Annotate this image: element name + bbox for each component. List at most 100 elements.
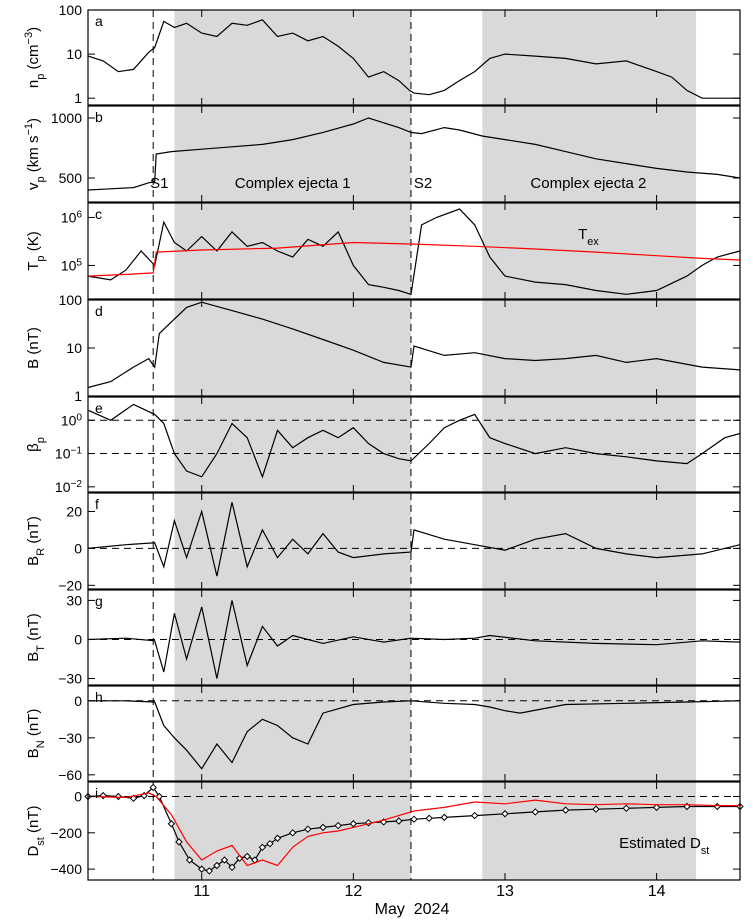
data-point-marker: [149, 783, 157, 792]
series-line: [87, 502, 741, 577]
y-tick-label: 30: [66, 592, 82, 608]
y-tick-label: −20: [58, 577, 82, 593]
chart-annotation: S2: [414, 175, 432, 192]
data-point-marker: [205, 867, 214, 875]
data-point-marker: [470, 811, 479, 820]
series-line: [87, 117, 741, 191]
data-point-marker: [531, 808, 540, 816]
data-point-marker: [114, 792, 123, 801]
y-axis-label: Tp (K): [25, 231, 47, 270]
y-tick-label: 1: [74, 90, 82, 106]
ejecta-shading: [482, 106, 697, 202]
data-point-marker: [319, 823, 327, 832]
ejecta-shading: [482, 590, 697, 685]
x-axis-label: May 2024: [375, 901, 450, 918]
ejecta-shading: [482, 203, 697, 299]
panel-letter: g: [95, 593, 103, 609]
series-line: [87, 786, 740, 872]
series-line: [87, 208, 741, 296]
panel-letter: b: [95, 109, 103, 125]
data-point-marker: [167, 820, 176, 828]
x-tick-label: 13: [496, 883, 514, 900]
y-tick-label: −200: [50, 825, 82, 841]
data-point-marker: [334, 821, 342, 830]
panel-frame: [87, 492, 741, 590]
y-tick-label: 0: [74, 540, 82, 556]
ejecta-shading: [174, 300, 411, 396]
y-tick-label: 10: [66, 46, 82, 62]
data-point-marker: [99, 791, 107, 800]
y-tick-label: 1000: [51, 110, 82, 126]
ejecta-shading: [174, 590, 411, 685]
ejecta-shading: [174, 10, 411, 105]
panel-f: [87, 492, 741, 590]
panel-frame: [87, 105, 741, 203]
panel-letter: i: [95, 785, 98, 801]
series-line: [87, 792, 740, 867]
series-line: [87, 301, 741, 389]
y-tick-label: 106: [61, 209, 83, 226]
y-axis-label: BR (nT): [25, 516, 47, 566]
data-point-marker: [155, 792, 163, 801]
chart-annotation: Tex: [578, 226, 599, 248]
data-point-marker: [349, 820, 358, 828]
panel-b: [87, 105, 741, 203]
panel-e: [87, 396, 741, 493]
data-point-marker: [501, 810, 509, 818]
y-tick-label: 0: [74, 693, 82, 709]
y-axis-label: BN (nT): [25, 709, 47, 759]
y-axis-label: βp: [25, 437, 47, 452]
chart-annotation: Complex ejecta 1: [235, 175, 351, 192]
chart-annotation: S1: [150, 175, 168, 192]
panel-letter: c: [95, 206, 102, 222]
panel-g: [87, 589, 741, 686]
panel-a: [87, 9, 741, 106]
y-tick-label: 500: [59, 170, 83, 186]
data-point-marker: [410, 815, 418, 823]
y-tick-label: −30: [58, 730, 82, 746]
y-tick-label: 10: [66, 340, 82, 356]
panel-letter: f: [95, 496, 99, 512]
y-axis-label: vp (km s−1): [23, 118, 47, 190]
series-line: [87, 19, 740, 99]
x-tick-label: 12: [344, 883, 362, 900]
ejecta-shading: [174, 493, 411, 589]
panel-frame: [87, 781, 741, 881]
panel-c: [87, 202, 741, 300]
data-point-marker: [273, 834, 282, 842]
series-line: [87, 403, 741, 479]
data-point-marker: [175, 838, 183, 846]
panel-d: [87, 299, 741, 397]
x-tick-label: 14: [648, 883, 666, 900]
ejecta-shading: [482, 10, 697, 105]
panel-letter: d: [95, 303, 103, 319]
y-axis-label: B (nT): [25, 327, 42, 369]
y-axis-label: Dst (nT): [25, 805, 47, 856]
panel-letter: e: [95, 400, 103, 416]
y-tick-label: 10−1: [55, 445, 82, 462]
panel-frame: [87, 589, 741, 686]
y-tick-label: 20: [66, 503, 82, 519]
data-point-marker: [288, 829, 297, 837]
y-tick-label: 100: [61, 412, 83, 429]
data-point-marker: [198, 865, 206, 873]
y-tick-label: 10−2: [55, 478, 82, 495]
data-point-marker: [258, 843, 267, 852]
y-axis-label: np (cm−3): [23, 27, 47, 88]
ejecta-shading: [174, 203, 411, 299]
data-point-marker: [395, 817, 403, 825]
panel-i: [84, 781, 744, 881]
y-axis-label: BT (nT): [25, 613, 47, 661]
panel-frame: [87, 202, 741, 300]
data-point-marker: [713, 802, 721, 811]
ejecta-shading: [174, 106, 411, 202]
data-point-marker: [652, 803, 661, 812]
panel-h: [87, 685, 741, 782]
y-tick-label: 100: [59, 2, 83, 18]
panel-frame: [87, 396, 741, 493]
data-point-marker: [440, 813, 449, 822]
data-point-marker: [592, 805, 600, 813]
y-tick-label: 0: [74, 631, 82, 647]
data-point-marker: [561, 806, 570, 814]
